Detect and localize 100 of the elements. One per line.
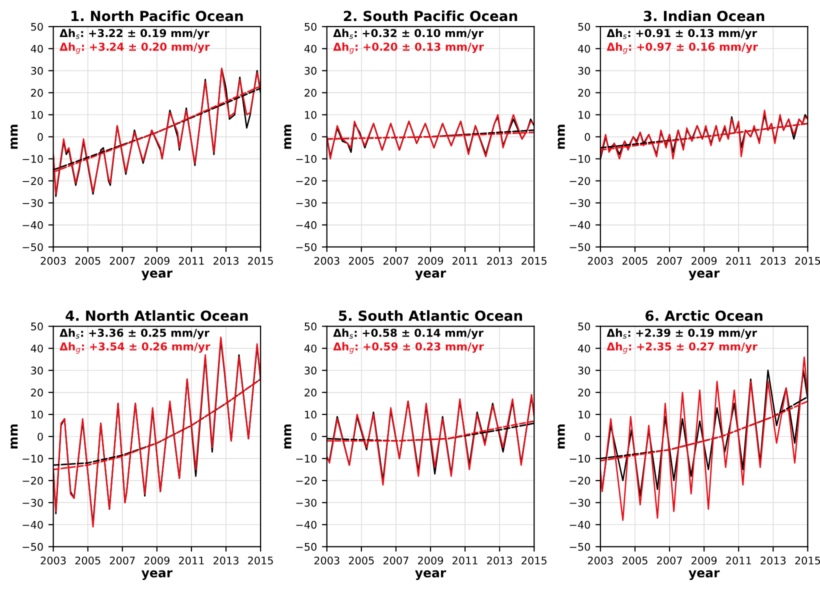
y-tick-label: 30 xyxy=(304,366,316,374)
text: Δh$_{s}$: +0.91 ± 0.13 mm/yr xyxy=(606,28,758,40)
y-axis-title: mm xyxy=(284,124,292,149)
y-tick-label: −40 xyxy=(570,520,590,529)
x-tick-label: 2011 xyxy=(726,256,751,265)
x-tick-label: 2011 xyxy=(452,256,478,265)
y-tick-label: 20 xyxy=(304,388,316,397)
x-axis-title: year xyxy=(415,270,446,280)
y-axis-title: mm xyxy=(284,424,292,448)
text: Δh$_{g}$: +0.97 ± 0.16 mm/yr xyxy=(606,42,758,54)
series-label: Δh$_{g}$: +3.24 ± 0.20 mm/yr xyxy=(60,42,210,54)
text: Δh$_{s}$: +0.32 ± 0.10 mm/yr xyxy=(333,28,484,40)
y-tick-label: 10 xyxy=(305,110,316,119)
x-tick-label: 2007 xyxy=(383,256,408,265)
y-tick-label: 0 xyxy=(584,133,590,141)
x-tick-label: 2005 xyxy=(348,256,374,265)
y-tick-label: −30 xyxy=(22,498,43,507)
x-tick-label: 2003 xyxy=(40,256,66,265)
series-label: Δh$_{s}$: +3.36 ± 0.25 mm/yr xyxy=(60,328,210,340)
text: Δh$_{g}$: +0.20 ± 0.13 mm/yr xyxy=(333,42,484,54)
y-tick-label: 50 xyxy=(31,22,43,31)
y-tick-label: 10 xyxy=(578,110,590,119)
y-tick-label: 10 xyxy=(31,410,43,419)
x-axis-title: year xyxy=(141,570,173,580)
y-tick-label: 40 xyxy=(304,344,316,352)
y-tick-label: −20 xyxy=(296,177,316,185)
y-axis-title: mm xyxy=(558,124,565,149)
x-tick-label: 2011 xyxy=(726,556,751,564)
x-axis-title: year xyxy=(688,570,720,580)
y-tick-label: 30 xyxy=(31,366,43,374)
y-tick-label: 50 xyxy=(304,22,316,31)
y-tick-label: 0 xyxy=(38,133,43,141)
text: Δh$_{g}$: +2.35 ± 0.27 mm/yr xyxy=(606,342,758,354)
text: Δh$_{s}$: +3.22 ± 0.19 mm/yr xyxy=(60,28,210,40)
y-tick-label: 10 xyxy=(31,110,43,119)
x-tick-label: 2003 xyxy=(40,556,66,564)
y-tick-label: 50 xyxy=(31,322,43,330)
x-tick-label: 2015 xyxy=(522,256,546,265)
x-tick-label: 2015 xyxy=(522,556,546,564)
y-axis-title: mm xyxy=(558,424,565,448)
y-tick-label: 40 xyxy=(304,44,316,53)
series-label: Δh$_{g}$: +3.54 ± 0.26 mm/yr xyxy=(60,342,210,354)
chart-title: 5. South Atlantic Ocean xyxy=(338,310,522,321)
x-tick-label: 2015 xyxy=(248,256,273,265)
x-tick-label: 2011 xyxy=(452,556,478,564)
y-tick-label: 20 xyxy=(578,388,590,397)
y-tick-label: 50 xyxy=(578,22,590,31)
y-tick-label: 30 xyxy=(578,366,590,374)
y-tick-label: −20 xyxy=(570,177,590,185)
x-axis-title: year xyxy=(141,270,173,280)
y-tick-label: −30 xyxy=(570,498,590,507)
x-tick-label: 2013 xyxy=(214,256,238,265)
x-axis-title: year xyxy=(688,270,720,280)
y-tick-label: 0 xyxy=(38,432,43,441)
y-tick-label: −40 xyxy=(296,520,316,529)
y-tick-label: −10 xyxy=(22,155,43,163)
x-tick-label: 2003 xyxy=(588,556,613,564)
x-tick-label: 2009 xyxy=(144,256,170,265)
y-tick-label: −30 xyxy=(296,199,316,207)
y-tick-label: 30 xyxy=(31,66,43,75)
y-tick-label: 30 xyxy=(304,66,316,75)
x-tick-label: 2007 xyxy=(657,556,682,564)
text: Δh$_{s}$: +0.58 ± 0.14 mm/yr xyxy=(333,328,484,340)
x-tick-label: 2005 xyxy=(348,556,374,564)
x-tick-label: 2009 xyxy=(692,556,717,564)
x-tick-label: 2007 xyxy=(110,256,135,265)
chart-title: 3. Indian Ocean xyxy=(644,10,764,22)
y-tick-label: 0 xyxy=(311,432,316,441)
x-tick-label: 2011 xyxy=(178,556,204,564)
x-tick-label: 2003 xyxy=(588,256,613,265)
chart-title: 6. Arctic Ocean xyxy=(646,310,762,321)
x-axis-title: year xyxy=(415,570,446,580)
y-tick-label: −10 xyxy=(296,155,316,163)
y-tick-label: 40 xyxy=(578,344,590,352)
x-tick-label: 2013 xyxy=(214,556,238,564)
y-tick-label: 0 xyxy=(584,432,590,441)
x-tick-label: 2015 xyxy=(795,556,820,564)
y-tick-label: −30 xyxy=(22,199,43,207)
x-tick-label: 2005 xyxy=(75,256,100,265)
y-tick-label: −10 xyxy=(570,155,590,163)
y-tick-label: 30 xyxy=(578,66,590,75)
y-tick-label: −40 xyxy=(22,520,43,529)
y-tick-label: −10 xyxy=(22,454,43,463)
y-tick-label: −10 xyxy=(570,454,590,463)
y-tick-label: −20 xyxy=(22,177,43,185)
x-tick-label: 2007 xyxy=(657,256,682,265)
y-tick-label: −50 xyxy=(570,542,590,551)
y-tick-label: 20 xyxy=(31,388,43,397)
y-tick-label: −50 xyxy=(570,243,590,252)
y-tick-label: 50 xyxy=(578,322,590,330)
y-tick-label: −40 xyxy=(296,221,316,230)
x-tick-label: 2013 xyxy=(487,256,512,265)
x-tick-label: 2005 xyxy=(622,256,648,265)
chart-title: 4. North Atlantic Ocean xyxy=(66,310,248,321)
text: Δh$_{g}$: +0.59 ± 0.23 mm/yr xyxy=(333,342,484,354)
y-tick-label: −30 xyxy=(296,498,316,507)
y-tick-label: −30 xyxy=(570,199,590,207)
chart-title: 2. South Pacific Ocean xyxy=(344,10,518,22)
x-tick-label: 2007 xyxy=(383,556,408,564)
y-tick-label: 20 xyxy=(31,88,43,97)
